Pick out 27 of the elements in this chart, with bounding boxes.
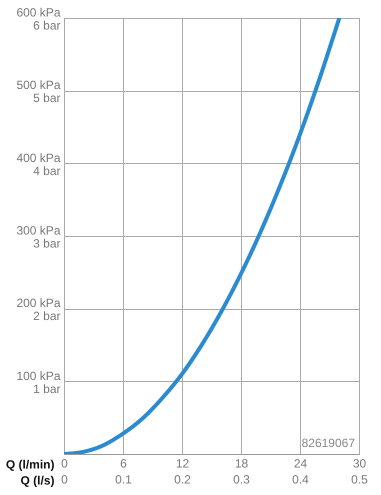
y2-tick-label: 4 bar	[33, 164, 60, 178]
y-tick-label: 100 kPa	[16, 368, 61, 383]
x2-tick-label: 0.5	[351, 472, 368, 486]
x-tick-label: 0	[61, 456, 68, 470]
y2-tick-label: 2 bar	[33, 309, 60, 324]
x2-tick-label: 0.3	[233, 472, 250, 486]
x2-tick-label: 0.2	[174, 472, 192, 486]
y2-tick-label: 6 bar	[33, 18, 60, 32]
x2-tick-label: 0	[61, 472, 68, 486]
annotation: 82619067	[302, 436, 356, 450]
x-tick-label: 18	[234, 456, 248, 470]
x-tick-label: 24	[294, 456, 308, 470]
y2-tick-label: 3 bar	[33, 236, 60, 250]
x-tick-label: 12	[176, 456, 190, 470]
x-tick-label: 6	[120, 456, 128, 470]
y2-tick-label: 5 bar	[33, 91, 60, 106]
x-axis-title: Q (l/min)	[6, 458, 54, 472]
y-tick-label: 500 kPa	[16, 78, 61, 92]
x2-tick-label: 0.4	[292, 472, 310, 486]
x2-axis-title: Q (l/s)	[20, 474, 54, 488]
x2-tick-label: 0.1	[115, 472, 132, 486]
y-tick-label: 600 kPa	[16, 6, 61, 20]
x-tick-label: 30	[352, 456, 366, 470]
y2-tick-label: 1 bar	[33, 382, 60, 396]
y-tick-label: 400 kPa	[16, 150, 61, 165]
y-tick-label: 300 kPa	[16, 224, 61, 238]
y-tick-label: 200 kPa	[16, 296, 61, 310]
